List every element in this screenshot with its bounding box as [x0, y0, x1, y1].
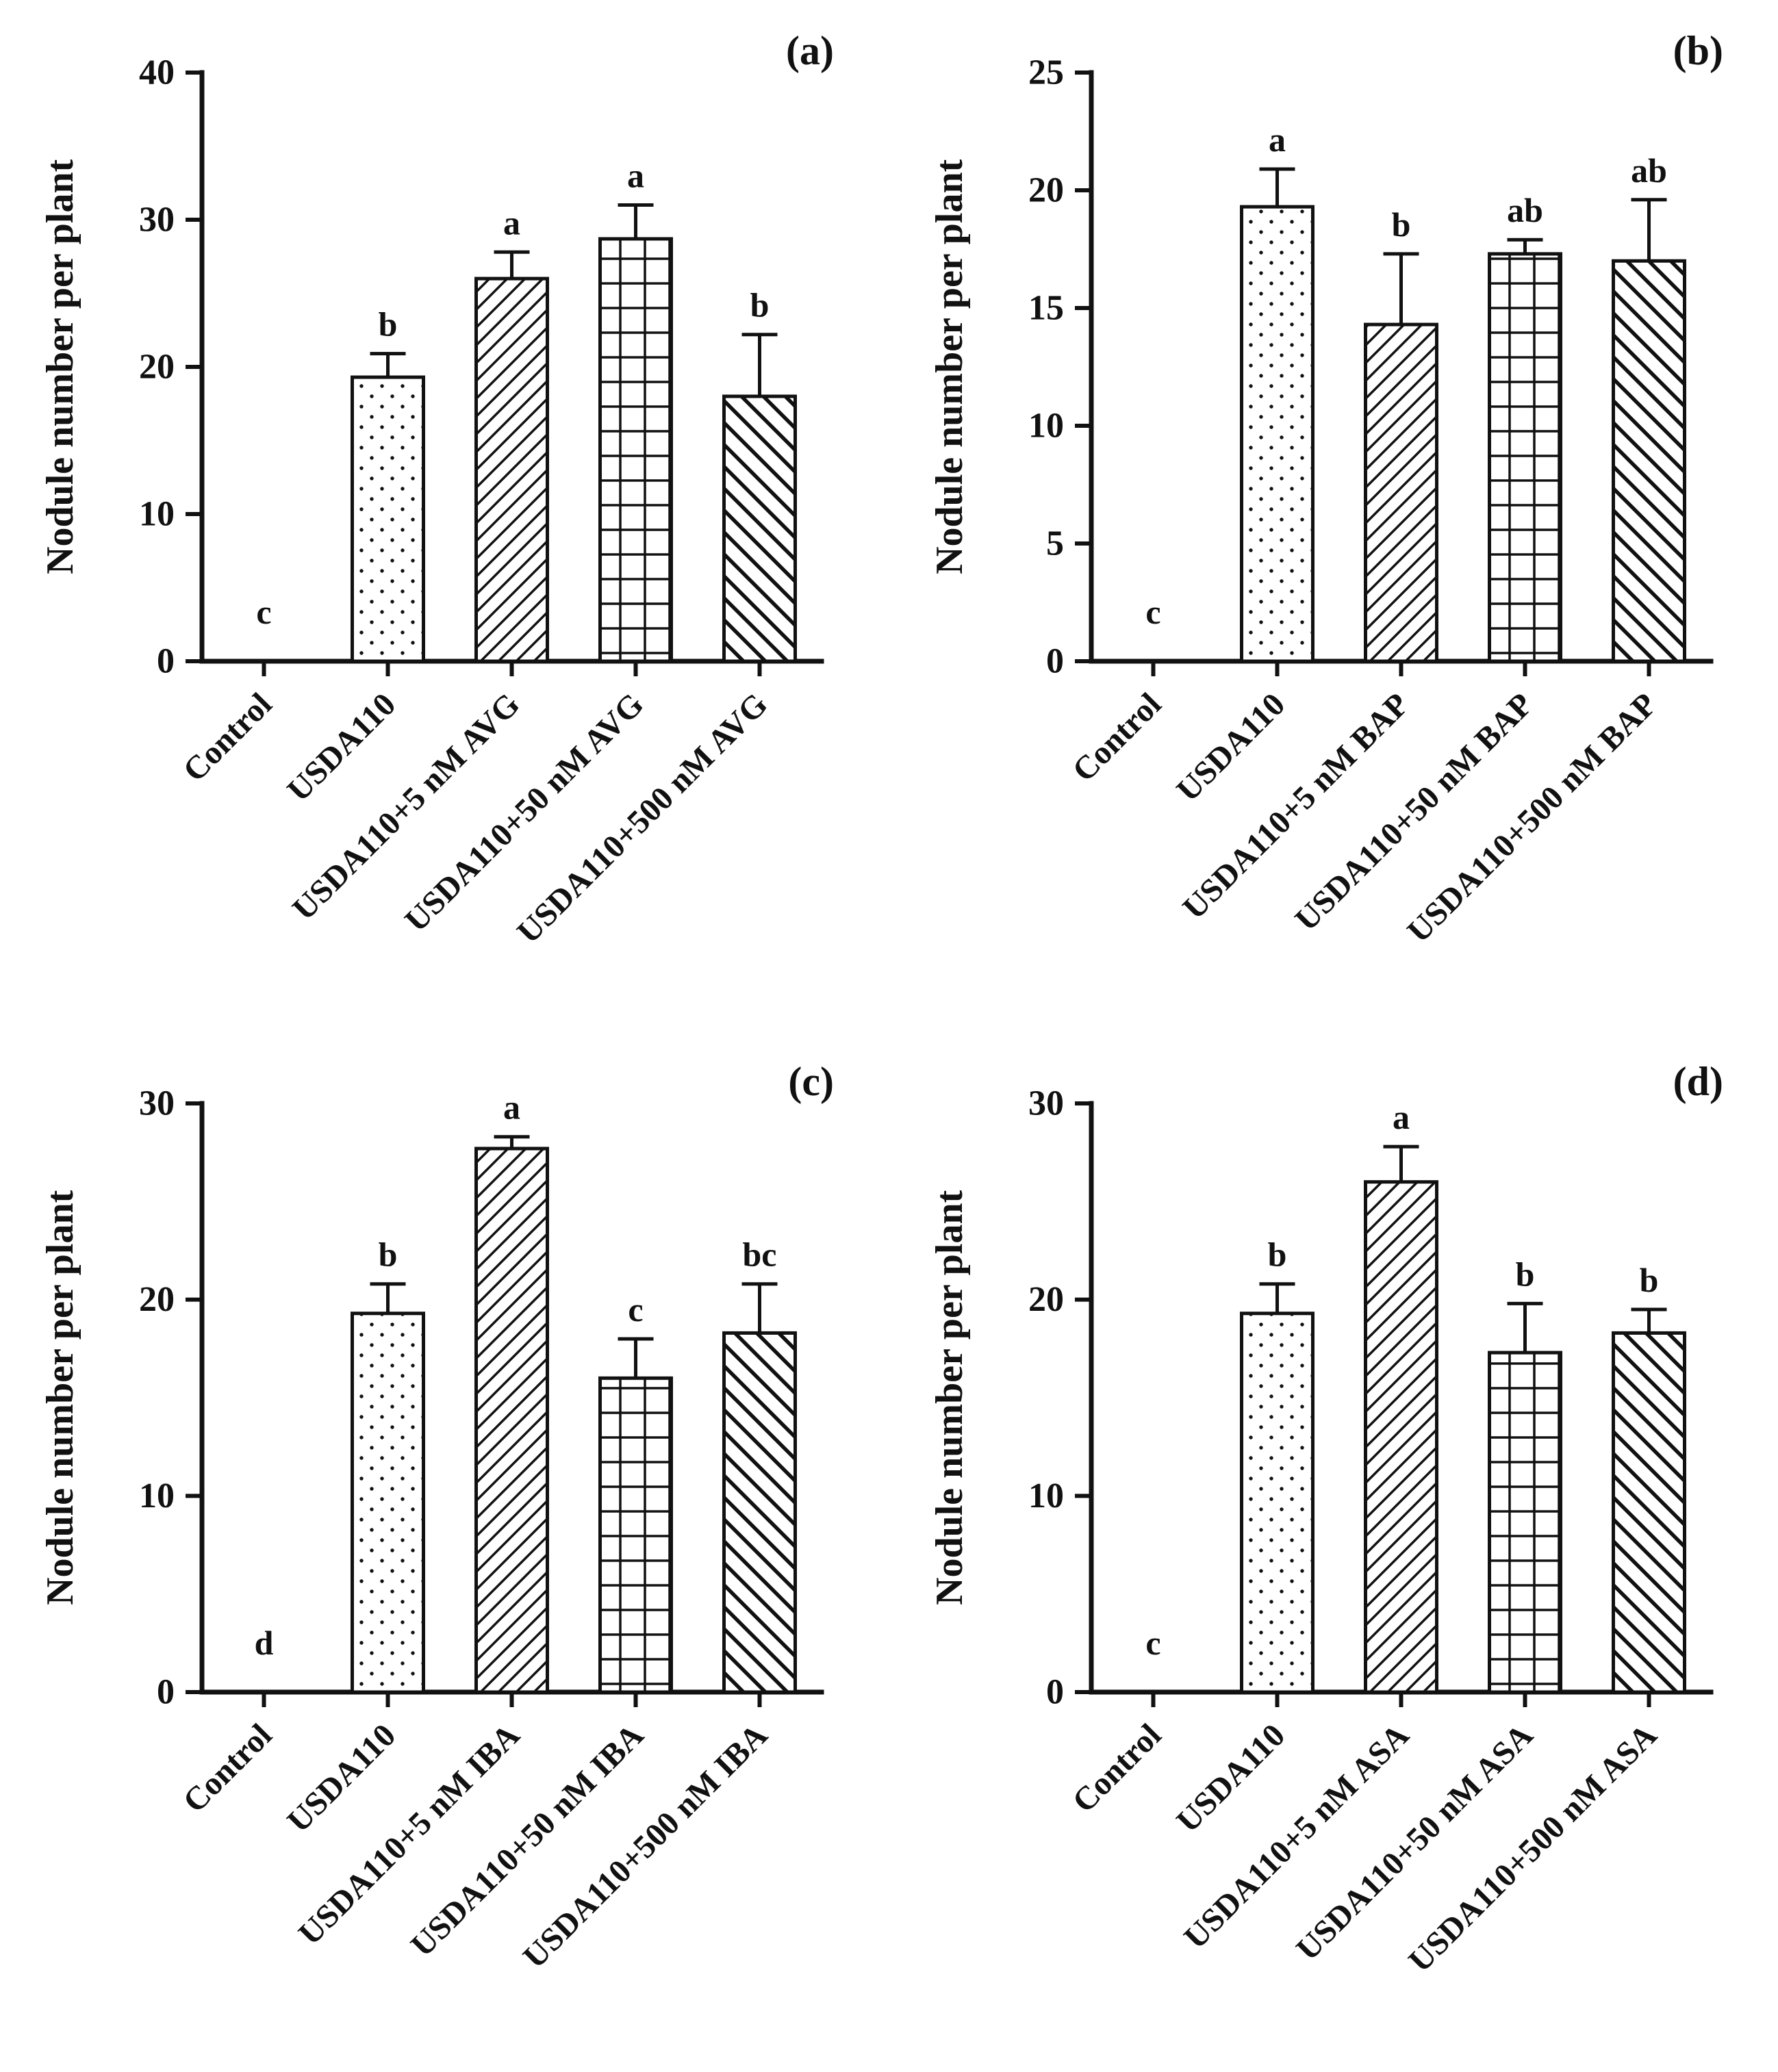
- significance-letter: b: [750, 286, 770, 324]
- x-category-label: USDA110: [1169, 1717, 1292, 1839]
- significance-letter: b: [379, 305, 398, 344]
- x-category-label: USDA110+5 nM ASA: [1177, 1717, 1416, 1956]
- significance-letter: a: [503, 1088, 520, 1127]
- bar: [1612, 259, 1686, 663]
- x-category-label: USDA110+50 nM BAP: [1288, 686, 1540, 938]
- significance-letter: bc: [743, 1236, 777, 1274]
- x-category-label: USDA110: [1169, 686, 1292, 808]
- y-tick-label: 20: [139, 348, 175, 387]
- x-category-label: USDA110+50 nM IBA: [404, 1717, 651, 1964]
- y-tick-label: 30: [139, 201, 175, 240]
- y-tick-label: 25: [1028, 53, 1064, 92]
- significance-letter: b: [379, 1236, 398, 1274]
- y-tick-label: 30: [139, 1084, 175, 1123]
- significance-letter: b: [1640, 1261, 1659, 1299]
- x-category-label: USDA110+500 nM AVG: [510, 686, 774, 950]
- bar: [1488, 1351, 1562, 1694]
- y-tick-label: 0: [157, 642, 175, 681]
- panel-c: Nodule number per plant (c) 0 10 20 30 Contr…: [27, 1042, 916, 2072]
- panel-letter-a: (a): [786, 28, 834, 73]
- significance-letter: a: [1393, 1098, 1410, 1136]
- x-category-label: USDA110+500 nM BAP: [1400, 686, 1664, 949]
- panel-letter-d: (d): [1673, 1059, 1723, 1104]
- panel-letter-b: (b): [1673, 28, 1723, 73]
- x-category-label: USDA110+50 nM ASA: [1289, 1717, 1540, 1967]
- significance-letter: c: [1145, 593, 1160, 631]
- bar: [1240, 205, 1315, 663]
- x-category-label: USDA110+500 nM ASA: [1401, 1717, 1664, 1979]
- x-category-label: USDA110+500 nM IBA: [516, 1717, 775, 1975]
- y-tick-label: 10: [1028, 407, 1064, 446]
- y-tick-label: 20: [139, 1280, 175, 1319]
- bar: [474, 1147, 549, 1694]
- x-category-label: USDA110: [280, 686, 403, 808]
- x-category-label: Control: [176, 1717, 279, 1819]
- y-tick-label: 10: [1028, 1476, 1064, 1515]
- significance-letter: b: [1392, 205, 1411, 244]
- y-tick-label: 5: [1046, 524, 1064, 563]
- significance-letter: a: [1269, 120, 1286, 159]
- panel-b-plot: 0 5 10 15 20 25 Control c USDA110 a USDA110+5 nM B…: [1028, 53, 1714, 949]
- bar: [722, 394, 797, 663]
- significance-letter: b: [1268, 1236, 1287, 1274]
- bar: [598, 237, 673, 663]
- bar: [598, 1376, 673, 1694]
- panel-d-plot: 0 10 20 30 Control c USDA110 b USDA110+5 nM ASA a…: [1028, 1084, 1714, 1979]
- x-category-label: USDA110+5 nM AVG: [285, 686, 526, 927]
- significance-letter: c: [628, 1290, 643, 1329]
- y-tick-label: 15: [1028, 289, 1064, 328]
- bar: [474, 277, 549, 663]
- x-category-label: USDA110+50 nM AVG: [398, 686, 650, 938]
- y-tick-label: 40: [139, 53, 175, 92]
- y-tick-label: 10: [139, 495, 175, 534]
- significance-letter: a: [503, 203, 520, 242]
- bar: [1240, 1312, 1315, 1694]
- significance-letter: a: [627, 157, 644, 195]
- bar: [1364, 322, 1438, 663]
- significance-letter: c: [256, 593, 271, 631]
- panel-c-plot: 0 10 20 30 Control d USDA110 b USDA110+5 nM IBA a…: [139, 1084, 824, 1975]
- significance-letter: c: [1145, 1624, 1160, 1662]
- significance-letter: ab: [1507, 191, 1543, 229]
- x-category-label: Control: [1065, 1717, 1168, 1819]
- bar: [722, 1331, 797, 1694]
- y-tick-label: 0: [157, 1673, 175, 1712]
- y-tick-label: 20: [1028, 171, 1064, 210]
- y-tick-label: 0: [1046, 1673, 1064, 1712]
- y-tick-label: 10: [139, 1476, 175, 1515]
- bar: [1364, 1180, 1438, 1694]
- significance-letter: b: [1516, 1255, 1535, 1293]
- bar: [351, 375, 425, 663]
- x-category-label: Control: [1065, 686, 1168, 789]
- panel-letter-c: (c): [788, 1059, 834, 1104]
- x-category-label: Control: [176, 686, 279, 789]
- x-category-label: USDA110+5 nM IBA: [292, 1717, 527, 1952]
- panel-d: Nodule number per plant (d) 0 10 20 30 Contr…: [917, 1042, 1778, 2072]
- x-category-label: USDA110: [280, 1717, 403, 1839]
- bar: [1488, 252, 1562, 663]
- significance-letter: ab: [1631, 151, 1667, 190]
- bar: [1612, 1331, 1686, 1694]
- bar: [351, 1312, 425, 1694]
- y-tick-label: 30: [1028, 1084, 1064, 1123]
- significance-letter: d: [255, 1624, 274, 1662]
- panel-b: Nodule number per plant (b) 0 5 10 15 20 25 Co…: [917, 11, 1778, 1041]
- y-tick-label: 20: [1028, 1280, 1064, 1319]
- panel-a: Nodule number per plant (a) 0 10 20 30 40 Con…: [27, 11, 916, 1041]
- x-category-label: USDA110+5 nM BAP: [1176, 686, 1416, 926]
- panel-a-plot: 0 10 20 30 40 Control c USDA110 b USDA110+5 nM AV…: [139, 53, 824, 951]
- y-tick-label: 0: [1046, 642, 1064, 681]
